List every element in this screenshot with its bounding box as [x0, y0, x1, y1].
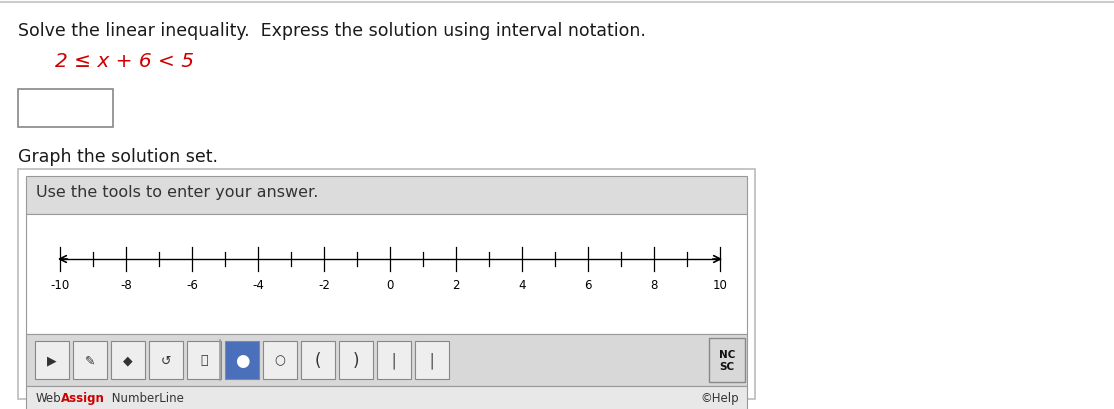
Text: -2: -2 — [319, 278, 330, 291]
Bar — [709, 338, 745, 382]
Text: │: │ — [428, 352, 437, 369]
Text: Use the tools to enter your answer.: Use the tools to enter your answer. — [36, 184, 319, 200]
Text: Graph the solution set.: Graph the solution set. — [18, 148, 218, 166]
Text: NC
SC: NC SC — [719, 349, 735, 371]
Text: NumberLine: NumberLine — [108, 391, 184, 405]
Bar — [111, 341, 145, 379]
Bar — [339, 341, 373, 379]
Bar — [26, 177, 747, 214]
Bar — [26, 214, 747, 334]
Text: ✎: ✎ — [85, 354, 96, 366]
Text: Solve the linear inequality.  Express the solution using interval notation.: Solve the linear inequality. Express the… — [18, 22, 646, 40]
Bar — [74, 341, 107, 379]
Bar — [301, 341, 335, 379]
Text: Assign: Assign — [61, 391, 105, 405]
Text: -8: -8 — [120, 278, 131, 291]
Text: ©Help: ©Help — [701, 391, 739, 405]
Text: ◆: ◆ — [124, 354, 133, 366]
Text: 10: 10 — [713, 278, 727, 291]
Bar — [35, 341, 69, 379]
Text: -4: -4 — [252, 278, 264, 291]
Text: (: ( — [315, 351, 321, 369]
Bar — [263, 341, 297, 379]
Text: -10: -10 — [50, 278, 70, 291]
Bar — [187, 341, 221, 379]
Bar — [149, 341, 183, 379]
Text: 🗑: 🗑 — [201, 354, 207, 366]
Text: -6: -6 — [186, 278, 198, 291]
Text: 2 ≤ x + 6 < 5: 2 ≤ x + 6 < 5 — [55, 52, 194, 71]
Bar — [377, 341, 411, 379]
Text: ▶: ▶ — [47, 354, 57, 366]
Bar — [26, 334, 747, 386]
Text: 0: 0 — [387, 278, 393, 291]
Text: 2: 2 — [452, 278, 460, 291]
Bar — [18, 170, 755, 399]
Text: 6: 6 — [584, 278, 592, 291]
Text: ↺: ↺ — [160, 354, 172, 366]
Text: ○: ○ — [274, 354, 285, 366]
Text: 4: 4 — [518, 278, 526, 291]
Bar — [18, 90, 113, 128]
Text: ●: ● — [235, 351, 250, 369]
Bar — [225, 341, 258, 379]
Bar — [416, 341, 449, 379]
Bar — [26, 386, 747, 409]
Text: │: │ — [390, 352, 398, 369]
Text: ): ) — [353, 351, 359, 369]
Text: Web: Web — [36, 391, 61, 405]
Text: 8: 8 — [651, 278, 657, 291]
